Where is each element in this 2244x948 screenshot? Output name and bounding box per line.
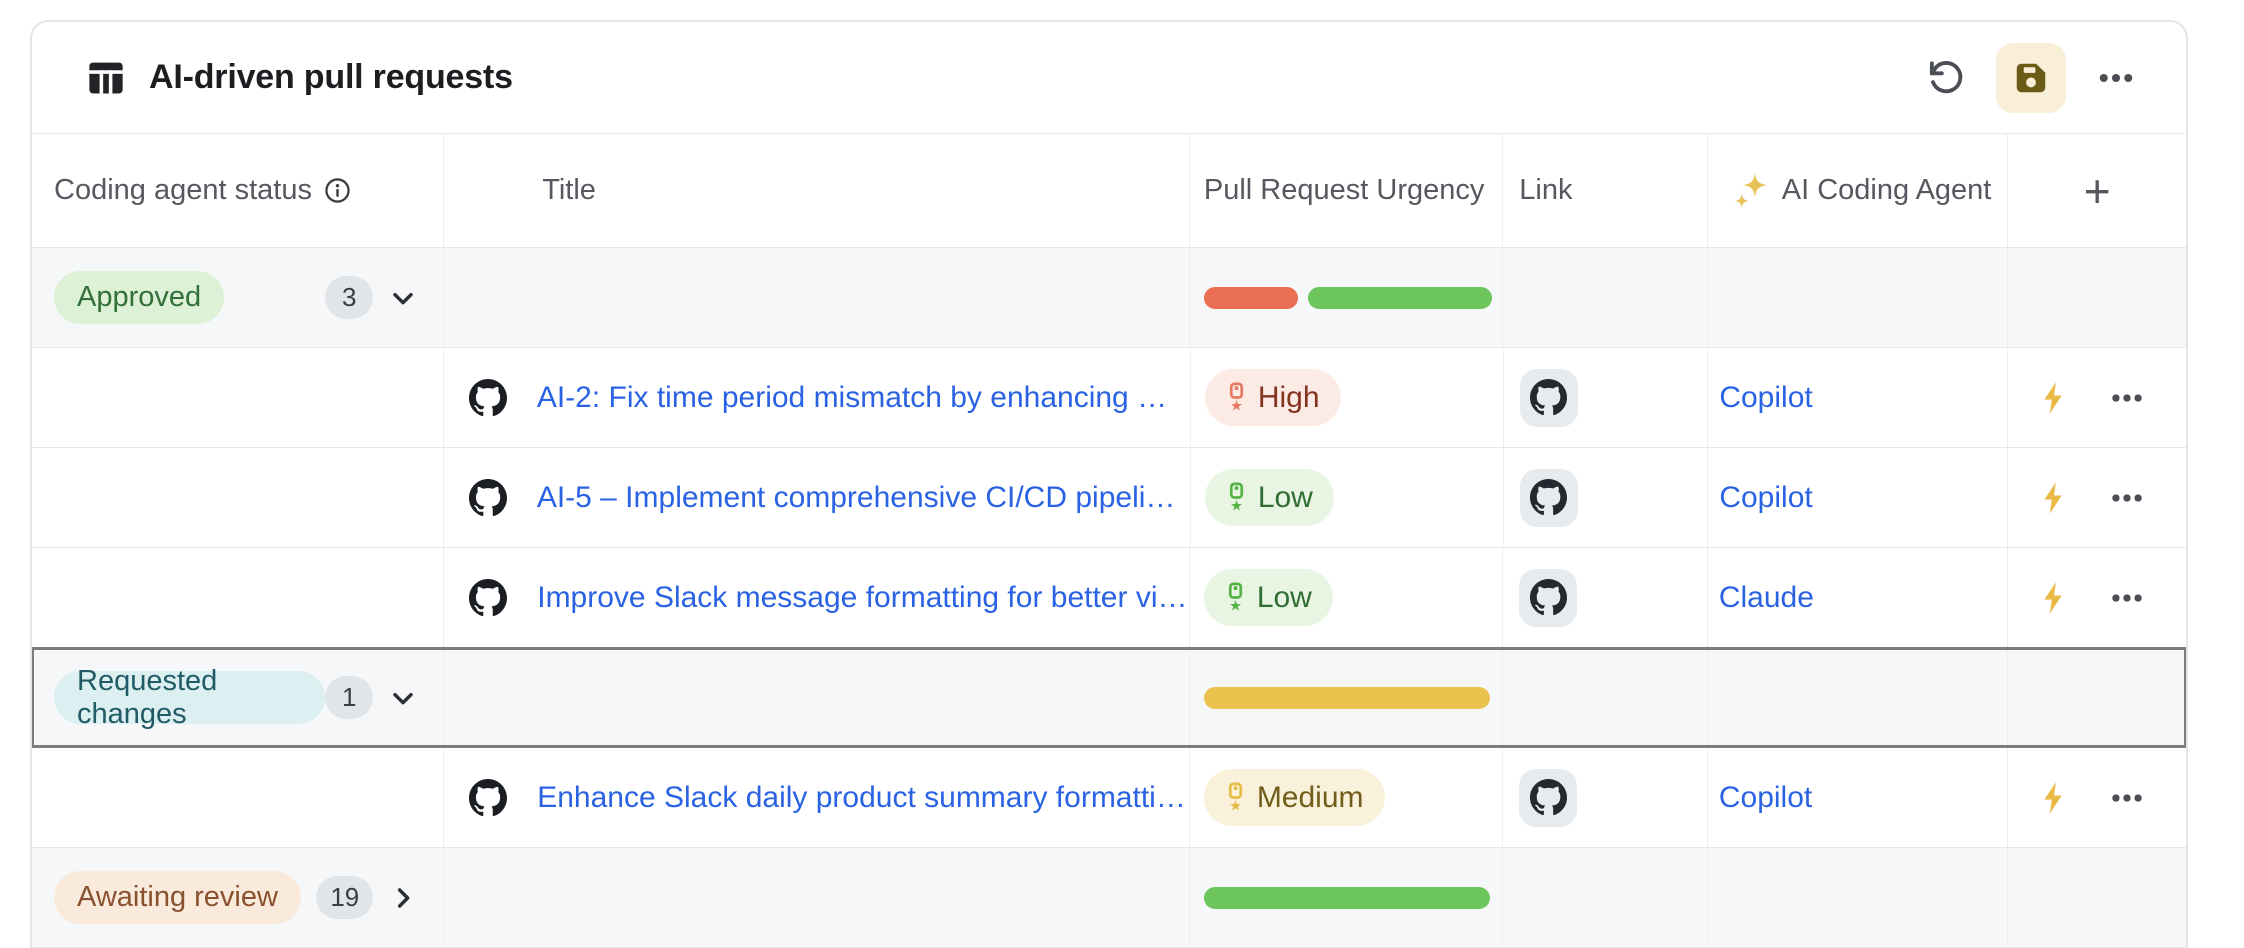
urgency-summary-bars bbox=[1203, 886, 1490, 909]
github-icon bbox=[469, 779, 507, 817]
ellipsis-icon bbox=[2095, 57, 2137, 99]
pr-title-link[interactable]: Improve Slack message formatting for bet… bbox=[537, 580, 1188, 614]
group-row-awaiting-review[interactable]: Awaiting review 19 bbox=[32, 848, 2186, 948]
chevron-right-icon[interactable] bbox=[387, 882, 419, 914]
github-icon bbox=[1530, 479, 1567, 516]
urgency-summary-bars bbox=[1203, 286, 1492, 309]
github-link-button[interactable] bbox=[1519, 768, 1578, 827]
column-header-urgency[interactable]: Pull Request Urgency bbox=[1190, 134, 1504, 247]
lightning-icon[interactable] bbox=[2036, 480, 2072, 516]
card-menu-button[interactable] bbox=[2088, 50, 2144, 106]
urgency-badge[interactable]: Low bbox=[1204, 469, 1334, 526]
urgency-badge[interactable]: High bbox=[1204, 369, 1341, 426]
table-row[interactable]: AI-5 – Implement comprehensive CI/CD pip… bbox=[32, 448, 2186, 548]
github-link-button[interactable] bbox=[1519, 368, 1578, 427]
agent-link[interactable]: Copilot bbox=[1719, 480, 1813, 514]
bar-medium bbox=[1203, 686, 1490, 709]
agent-link[interactable]: Claude bbox=[1718, 580, 1814, 614]
undo-icon bbox=[1926, 58, 1966, 98]
github-link-button[interactable] bbox=[1519, 568, 1578, 627]
group-count-badge: 3 bbox=[325, 276, 374, 319]
pr-title-link[interactable]: Enhance Slack daily product summary form… bbox=[537, 780, 1186, 814]
add-column-button[interactable]: + bbox=[2008, 134, 2186, 247]
info-icon[interactable] bbox=[324, 177, 351, 204]
urgency-summary-bars bbox=[1203, 686, 1490, 709]
table-row[interactable]: Enhance Slack daily product summary form… bbox=[32, 748, 2186, 848]
row-menu-button[interactable] bbox=[2108, 579, 2146, 617]
urgency-badge[interactable]: Low bbox=[1203, 569, 1333, 626]
group-row-requested-changes[interactable]: Requested changes 1 bbox=[32, 647, 2186, 748]
card-titlebar: AI-driven pull requests bbox=[32, 22, 2186, 134]
pr-title-link[interactable]: AI-2: Fix time period mismatch by enhanc… bbox=[536, 380, 1190, 414]
bar-high bbox=[1203, 286, 1298, 309]
chevron-down-icon[interactable] bbox=[387, 682, 419, 714]
ellipsis-icon bbox=[2108, 479, 2146, 517]
plus-icon: + bbox=[2083, 164, 2111, 217]
ellipsis-icon bbox=[2108, 379, 2146, 417]
status-badge: Awaiting review bbox=[54, 871, 301, 924]
github-link-button[interactable] bbox=[1519, 468, 1578, 527]
medal-icon bbox=[1226, 482, 1247, 514]
medal-icon bbox=[1226, 382, 1247, 414]
group-count-badge: 1 bbox=[325, 676, 374, 719]
pr-title-link[interactable]: AI-5 – Implement comprehensive CI/CD pip… bbox=[536, 480, 1190, 514]
table-row[interactable]: AI-2: Fix time period mismatch by enhanc… bbox=[32, 348, 2186, 448]
bar-low bbox=[1307, 286, 1492, 309]
pull-requests-card: AI-driven pull requests Coding agent sta… bbox=[30, 20, 2188, 948]
bar-low bbox=[1203, 886, 1490, 909]
github-icon bbox=[469, 379, 507, 417]
ai-sparkles-icon bbox=[1730, 170, 1772, 212]
row-menu-button[interactable] bbox=[2108, 379, 2146, 417]
lightning-icon[interactable] bbox=[2036, 580, 2072, 616]
status-badge: Approved bbox=[54, 271, 225, 324]
save-icon bbox=[2012, 59, 2050, 97]
github-icon bbox=[1530, 579, 1567, 616]
row-menu-button[interactable] bbox=[2108, 479, 2146, 517]
lightning-icon[interactable] bbox=[2036, 780, 2072, 816]
row-menu-button[interactable] bbox=[2108, 779, 2146, 817]
column-header-row: Coding agent status Title Pull Request U… bbox=[32, 134, 2186, 248]
medal-icon bbox=[1225, 582, 1246, 614]
group-count-badge: 19 bbox=[316, 876, 374, 919]
lightning-icon[interactable] bbox=[2036, 380, 2072, 416]
medal-icon bbox=[1225, 782, 1246, 814]
column-header-title[interactable]: Title bbox=[444, 134, 1190, 247]
group-row-approved[interactable]: Approved 3 bbox=[32, 248, 2186, 348]
table-icon bbox=[87, 59, 125, 97]
undo-button[interactable] bbox=[1918, 50, 1974, 106]
column-header-status[interactable]: Coding agent status bbox=[32, 134, 445, 247]
agent-link[interactable]: Copilot bbox=[1719, 380, 1813, 414]
page-title: AI-driven pull requests bbox=[149, 58, 513, 96]
column-header-link[interactable]: Link bbox=[1503, 134, 1708, 247]
ellipsis-icon bbox=[2108, 579, 2146, 617]
chevron-down-icon[interactable] bbox=[387, 282, 419, 314]
agent-link[interactable]: Copilot bbox=[1718, 780, 1813, 814]
ellipsis-icon bbox=[2108, 779, 2146, 817]
github-icon bbox=[469, 479, 507, 517]
github-icon bbox=[1530, 379, 1567, 416]
status-badge: Requested changes bbox=[54, 665, 326, 730]
save-button[interactable] bbox=[1996, 42, 2066, 113]
column-header-agent[interactable]: AI Coding Agent bbox=[1708, 134, 2009, 247]
github-icon bbox=[1530, 779, 1567, 816]
urgency-badge[interactable]: Medium bbox=[1203, 769, 1385, 826]
github-icon bbox=[469, 579, 507, 617]
table-row[interactable]: Improve Slack message formatting for bet… bbox=[32, 548, 2186, 648]
